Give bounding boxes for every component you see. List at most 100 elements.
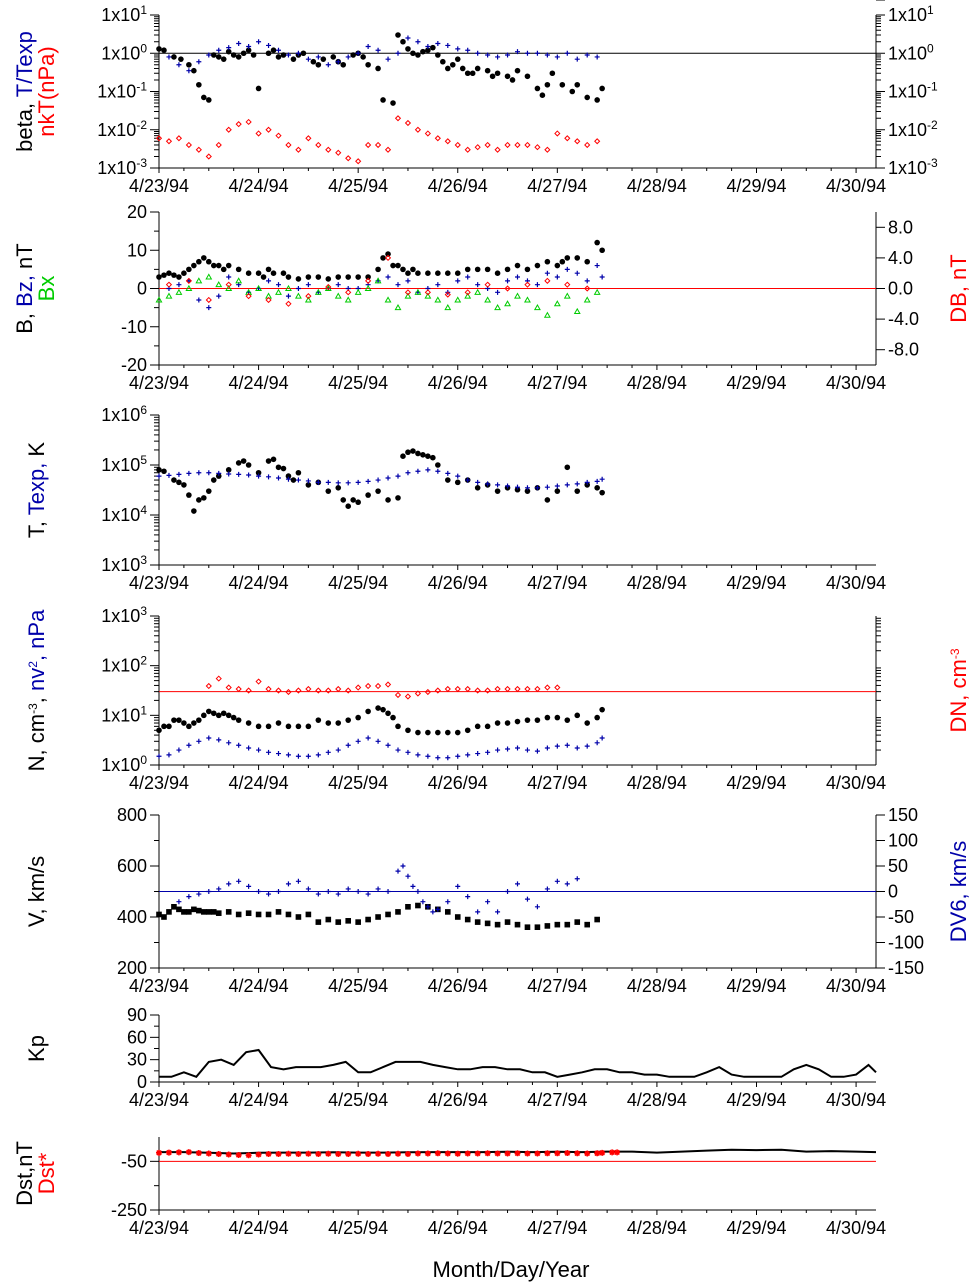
data-point [424, 289, 431, 296]
y2-tick-label: 1x10-3 [888, 156, 938, 178]
data-point [474, 288, 482, 295]
y2-tick-label: 1x10-1 [888, 80, 938, 102]
data-point [315, 752, 321, 758]
x-axis-label: Month/Day/Year [433, 1257, 590, 1282]
y-axis-label: Kp [24, 1035, 49, 1062]
y-tick-label: 1x102 [101, 654, 147, 676]
data-point [464, 266, 471, 273]
data-point [176, 274, 182, 280]
data-point [315, 61, 322, 68]
data-point [435, 282, 441, 288]
data-point [485, 899, 491, 905]
data-point [265, 1151, 272, 1158]
data-point [534, 1150, 541, 1157]
data-point [454, 914, 461, 920]
data-point [454, 141, 461, 149]
y-axis-label-part: V, km/s [24, 856, 49, 927]
data-point [285, 752, 291, 758]
data-point [564, 255, 571, 261]
x-tick-label: 4/23/94 [129, 176, 189, 196]
y-axis-label-2-part: nkT(nPa) [34, 46, 59, 136]
data-point [375, 266, 381, 273]
data-point [554, 921, 561, 928]
data-point [430, 909, 436, 915]
y2-tick-label: 1x10-2 [888, 118, 938, 140]
data-point [245, 47, 252, 54]
data-point [420, 899, 426, 905]
data-point [275, 132, 282, 139]
data-point [255, 270, 262, 277]
data-point [574, 81, 581, 88]
y2-tick-label-exponent: 0 [927, 41, 934, 55]
x-tick-label: 4/29/94 [726, 573, 786, 593]
data-point [464, 685, 471, 693]
y-axis-label-2-part: Bx [34, 276, 59, 302]
data-point [210, 710, 217, 717]
data-point [444, 909, 451, 915]
x-tick-label: 4/25/94 [328, 976, 388, 996]
data-point [380, 97, 386, 103]
data-point [265, 723, 272, 730]
data-point [235, 717, 242, 723]
y-tick-label: 1x100 [101, 753, 147, 775]
data-point [235, 1152, 242, 1159]
data-point [395, 909, 401, 915]
data-point [205, 708, 212, 715]
data-point [295, 753, 301, 759]
data-point [444, 685, 451, 693]
data-point [455, 46, 461, 52]
data-point [534, 717, 541, 723]
data-point [330, 54, 337, 60]
data-point [210, 909, 217, 915]
data-point [405, 904, 411, 910]
data-point [325, 488, 332, 494]
series-0 [159, 1048, 877, 1078]
data-point [166, 909, 172, 915]
data-point [400, 38, 406, 45]
y-tick-label-mantissa: 1x10 [101, 455, 140, 475]
data-point [435, 906, 441, 912]
data-point [325, 687, 332, 694]
data-point [420, 451, 426, 458]
data-point [444, 1150, 451, 1157]
data-point [494, 720, 501, 726]
data-point [484, 67, 491, 74]
y-tick-label: 90 [127, 1005, 147, 1025]
data-point [185, 1149, 192, 1156]
data-point [394, 304, 402, 311]
y-tick-label-exponent: 3 [140, 553, 147, 567]
data-point [195, 277, 203, 284]
data-point [245, 910, 252, 916]
data-point [533, 304, 541, 311]
data-point [484, 141, 491, 149]
data-point [156, 467, 162, 473]
x-tick-label: 4/28/94 [627, 1218, 687, 1238]
data-point [395, 32, 401, 38]
data-point [544, 923, 551, 929]
data-point [504, 720, 511, 726]
data-point [176, 479, 182, 486]
data-point [435, 270, 441, 277]
data-point [166, 54, 172, 60]
data-point [196, 59, 202, 65]
y-tick-label: 400 [117, 907, 147, 927]
data-point [584, 285, 591, 292]
data-point [544, 258, 551, 265]
data-point [415, 450, 421, 457]
data-point [365, 891, 371, 897]
y-tick-label: 1x10-3 [97, 156, 147, 178]
data-point [599, 489, 605, 496]
data-point [444, 65, 451, 72]
data-point [186, 61, 192, 68]
data-point [201, 94, 207, 101]
data-point [315, 717, 322, 723]
y2-tick-label: 0.0 [888, 279, 913, 299]
y-tick-label-exponent: 2 [140, 654, 147, 668]
data-point [345, 54, 351, 60]
data-point [465, 274, 471, 280]
data-point [454, 1150, 461, 1157]
data-point [425, 270, 431, 277]
data-point [240, 458, 247, 464]
data-point [265, 266, 272, 273]
data-point [573, 307, 581, 314]
